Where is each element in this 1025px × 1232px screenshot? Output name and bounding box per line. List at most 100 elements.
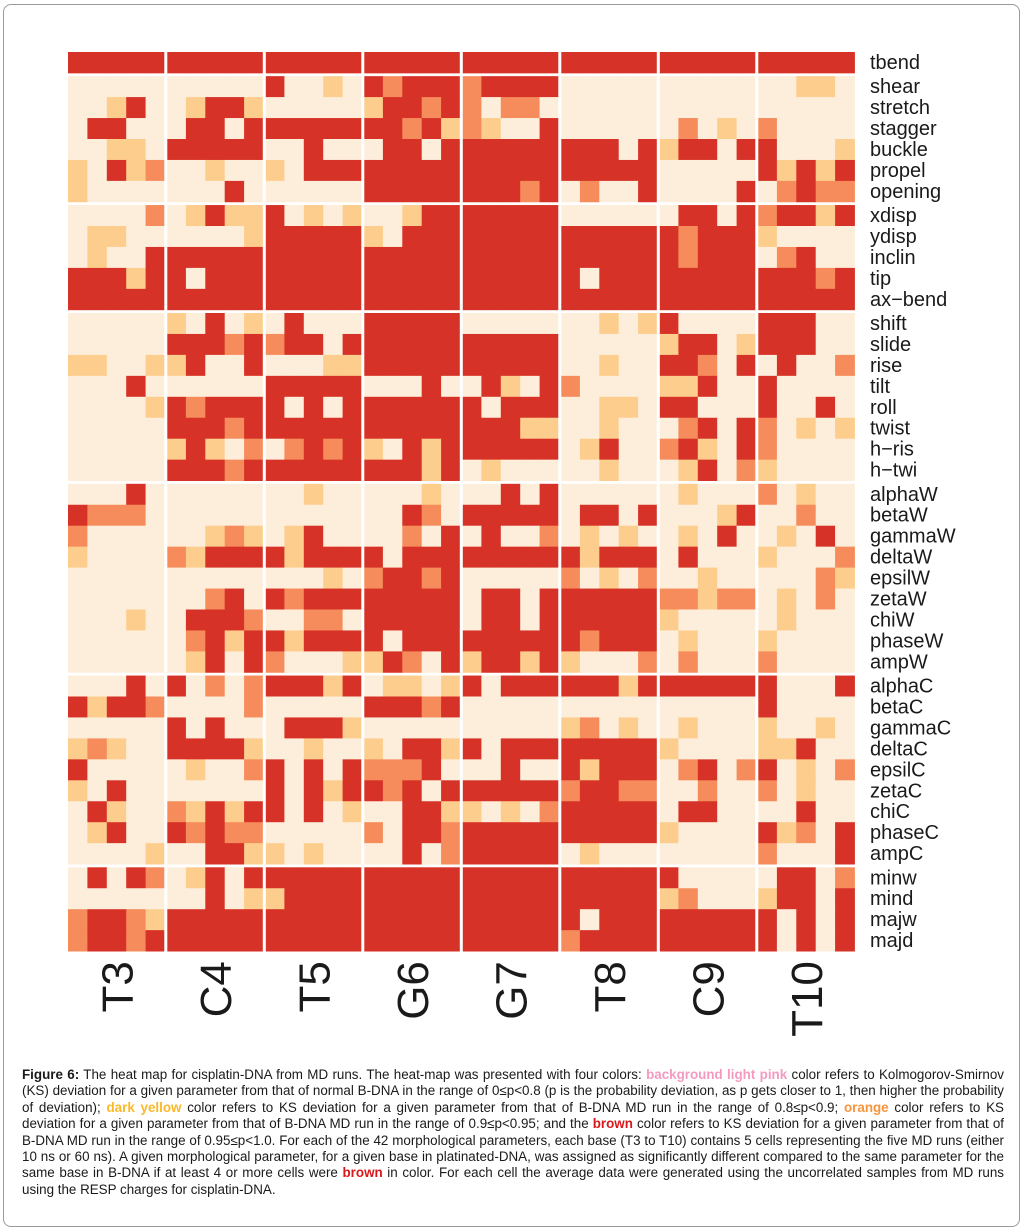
heatmap-cell [126, 675, 146, 697]
heatmap-cell [87, 180, 108, 203]
heatmap-cell [520, 588, 540, 610]
heatmap-cell [776, 417, 797, 440]
heatmap-cell [659, 118, 679, 140]
heatmap-cell [106, 609, 127, 631]
heatmap-cell [87, 759, 108, 781]
heatmap-cell [599, 97, 620, 119]
heatmap-cell [500, 118, 521, 140]
heatmap-cell [303, 438, 324, 461]
heatmap-cell [185, 546, 206, 568]
heatmap-cell [717, 822, 737, 844]
heatmap-cell [736, 867, 757, 889]
heatmap-cell [284, 180, 305, 203]
heatmap-cell [303, 180, 324, 203]
column-label: C4 [192, 961, 241, 1017]
heatmap-cell [736, 738, 757, 760]
heatmap-cell [500, 139, 521, 161]
heatmap-cell [342, 438, 363, 461]
heatmap-cell [185, 822, 206, 844]
heatmap-cell [106, 354, 127, 377]
heatmap-cell [323, 396, 343, 419]
heatmap-cell [815, 118, 836, 140]
heatmap-cell [796, 651, 817, 673]
heatmap-cell [166, 930, 187, 952]
heatmap-cell [284, 801, 305, 823]
heatmap-cell [481, 180, 502, 203]
heatmap-cell [462, 525, 482, 548]
heatmap-cell [539, 118, 560, 140]
heatmap-cell [678, 822, 699, 844]
heatmap-cell [342, 930, 363, 952]
heatmap-cell [205, 651, 226, 673]
heatmap-cell [244, 822, 264, 844]
heatmap-cell [500, 696, 521, 718]
heatmap-cell [303, 525, 324, 548]
heatmap-cell [126, 354, 146, 377]
heatmap-cell [402, 546, 423, 568]
heatmap-cell [462, 843, 482, 865]
heatmap-cell [776, 843, 797, 865]
heatmap-cell [815, 139, 836, 161]
heatmap-cell [579, 504, 600, 527]
heatmap-cell [224, 567, 245, 589]
heatmap-cell [815, 567, 836, 589]
heatmap-cell [757, 696, 778, 718]
heatmap-cell [421, 139, 442, 161]
heatmap-cell [342, 717, 363, 739]
row-label: twist [870, 418, 910, 440]
heatmap-cell [224, 267, 245, 290]
heatmap-cell [618, 696, 639, 718]
heatmap-cell [659, 205, 679, 227]
heatmap-cell [815, 738, 836, 760]
heatmap-cell [265, 483, 285, 506]
heatmap-cell [638, 567, 658, 589]
heatmap-cell [421, 675, 442, 697]
heatmap-cell [796, 396, 817, 419]
legend-keyword-pink: background light pink [646, 1067, 788, 1082]
heatmap-cell [126, 226, 146, 248]
heatmap-cell [520, 630, 540, 652]
heatmap-cell [382, 246, 403, 269]
heatmap-cell [579, 333, 600, 356]
heatmap-cell [462, 504, 482, 527]
heatmap-cell [500, 246, 521, 269]
heatmap-cell [697, 459, 718, 481]
heatmap-cell [126, 696, 146, 718]
heatmap-cell [796, 483, 817, 506]
heatmap-cell [678, 609, 699, 631]
heatmap-cell [244, 525, 264, 548]
heatmap-cell [736, 288, 757, 311]
row-label: h−twi [870, 460, 917, 482]
heatmap-cell [835, 76, 855, 98]
heatmap-cell [342, 139, 363, 161]
row-label: epsilW [870, 568, 930, 590]
heatmap-cell [402, 567, 423, 589]
heatmap-cell [500, 588, 521, 610]
heatmap-cell [441, 696, 461, 718]
heatmap-cell [265, 630, 285, 652]
heatmap-cell [560, 504, 581, 527]
heatmap-cell [382, 696, 403, 718]
heatmap-cell [441, 375, 461, 398]
heatmap-cell [145, 483, 166, 506]
heatmap-cell [106, 780, 127, 802]
heatmap-cell [87, 139, 108, 161]
heatmap-cell [520, 567, 540, 589]
group-separator [459, 50, 463, 954]
heatmap-cell [618, 843, 639, 865]
heatmap-cell [560, 459, 581, 481]
heatmap-cell [500, 843, 521, 865]
heatmap-cell [303, 76, 324, 98]
heatmap-cell [500, 417, 521, 440]
heatmap-cell [678, 651, 699, 673]
heatmap-cell [244, 483, 264, 506]
heatmap-cell [599, 375, 620, 398]
heatmap-cell [599, 267, 620, 290]
heatmap-cell [678, 97, 699, 119]
heatmap-cell [560, 738, 581, 760]
heatmap-cell [284, 930, 305, 952]
heatmap-cell [835, 180, 855, 203]
heatmap-cell [462, 180, 482, 203]
heatmap-cell [284, 504, 305, 527]
heatmap-cell [87, 313, 108, 335]
